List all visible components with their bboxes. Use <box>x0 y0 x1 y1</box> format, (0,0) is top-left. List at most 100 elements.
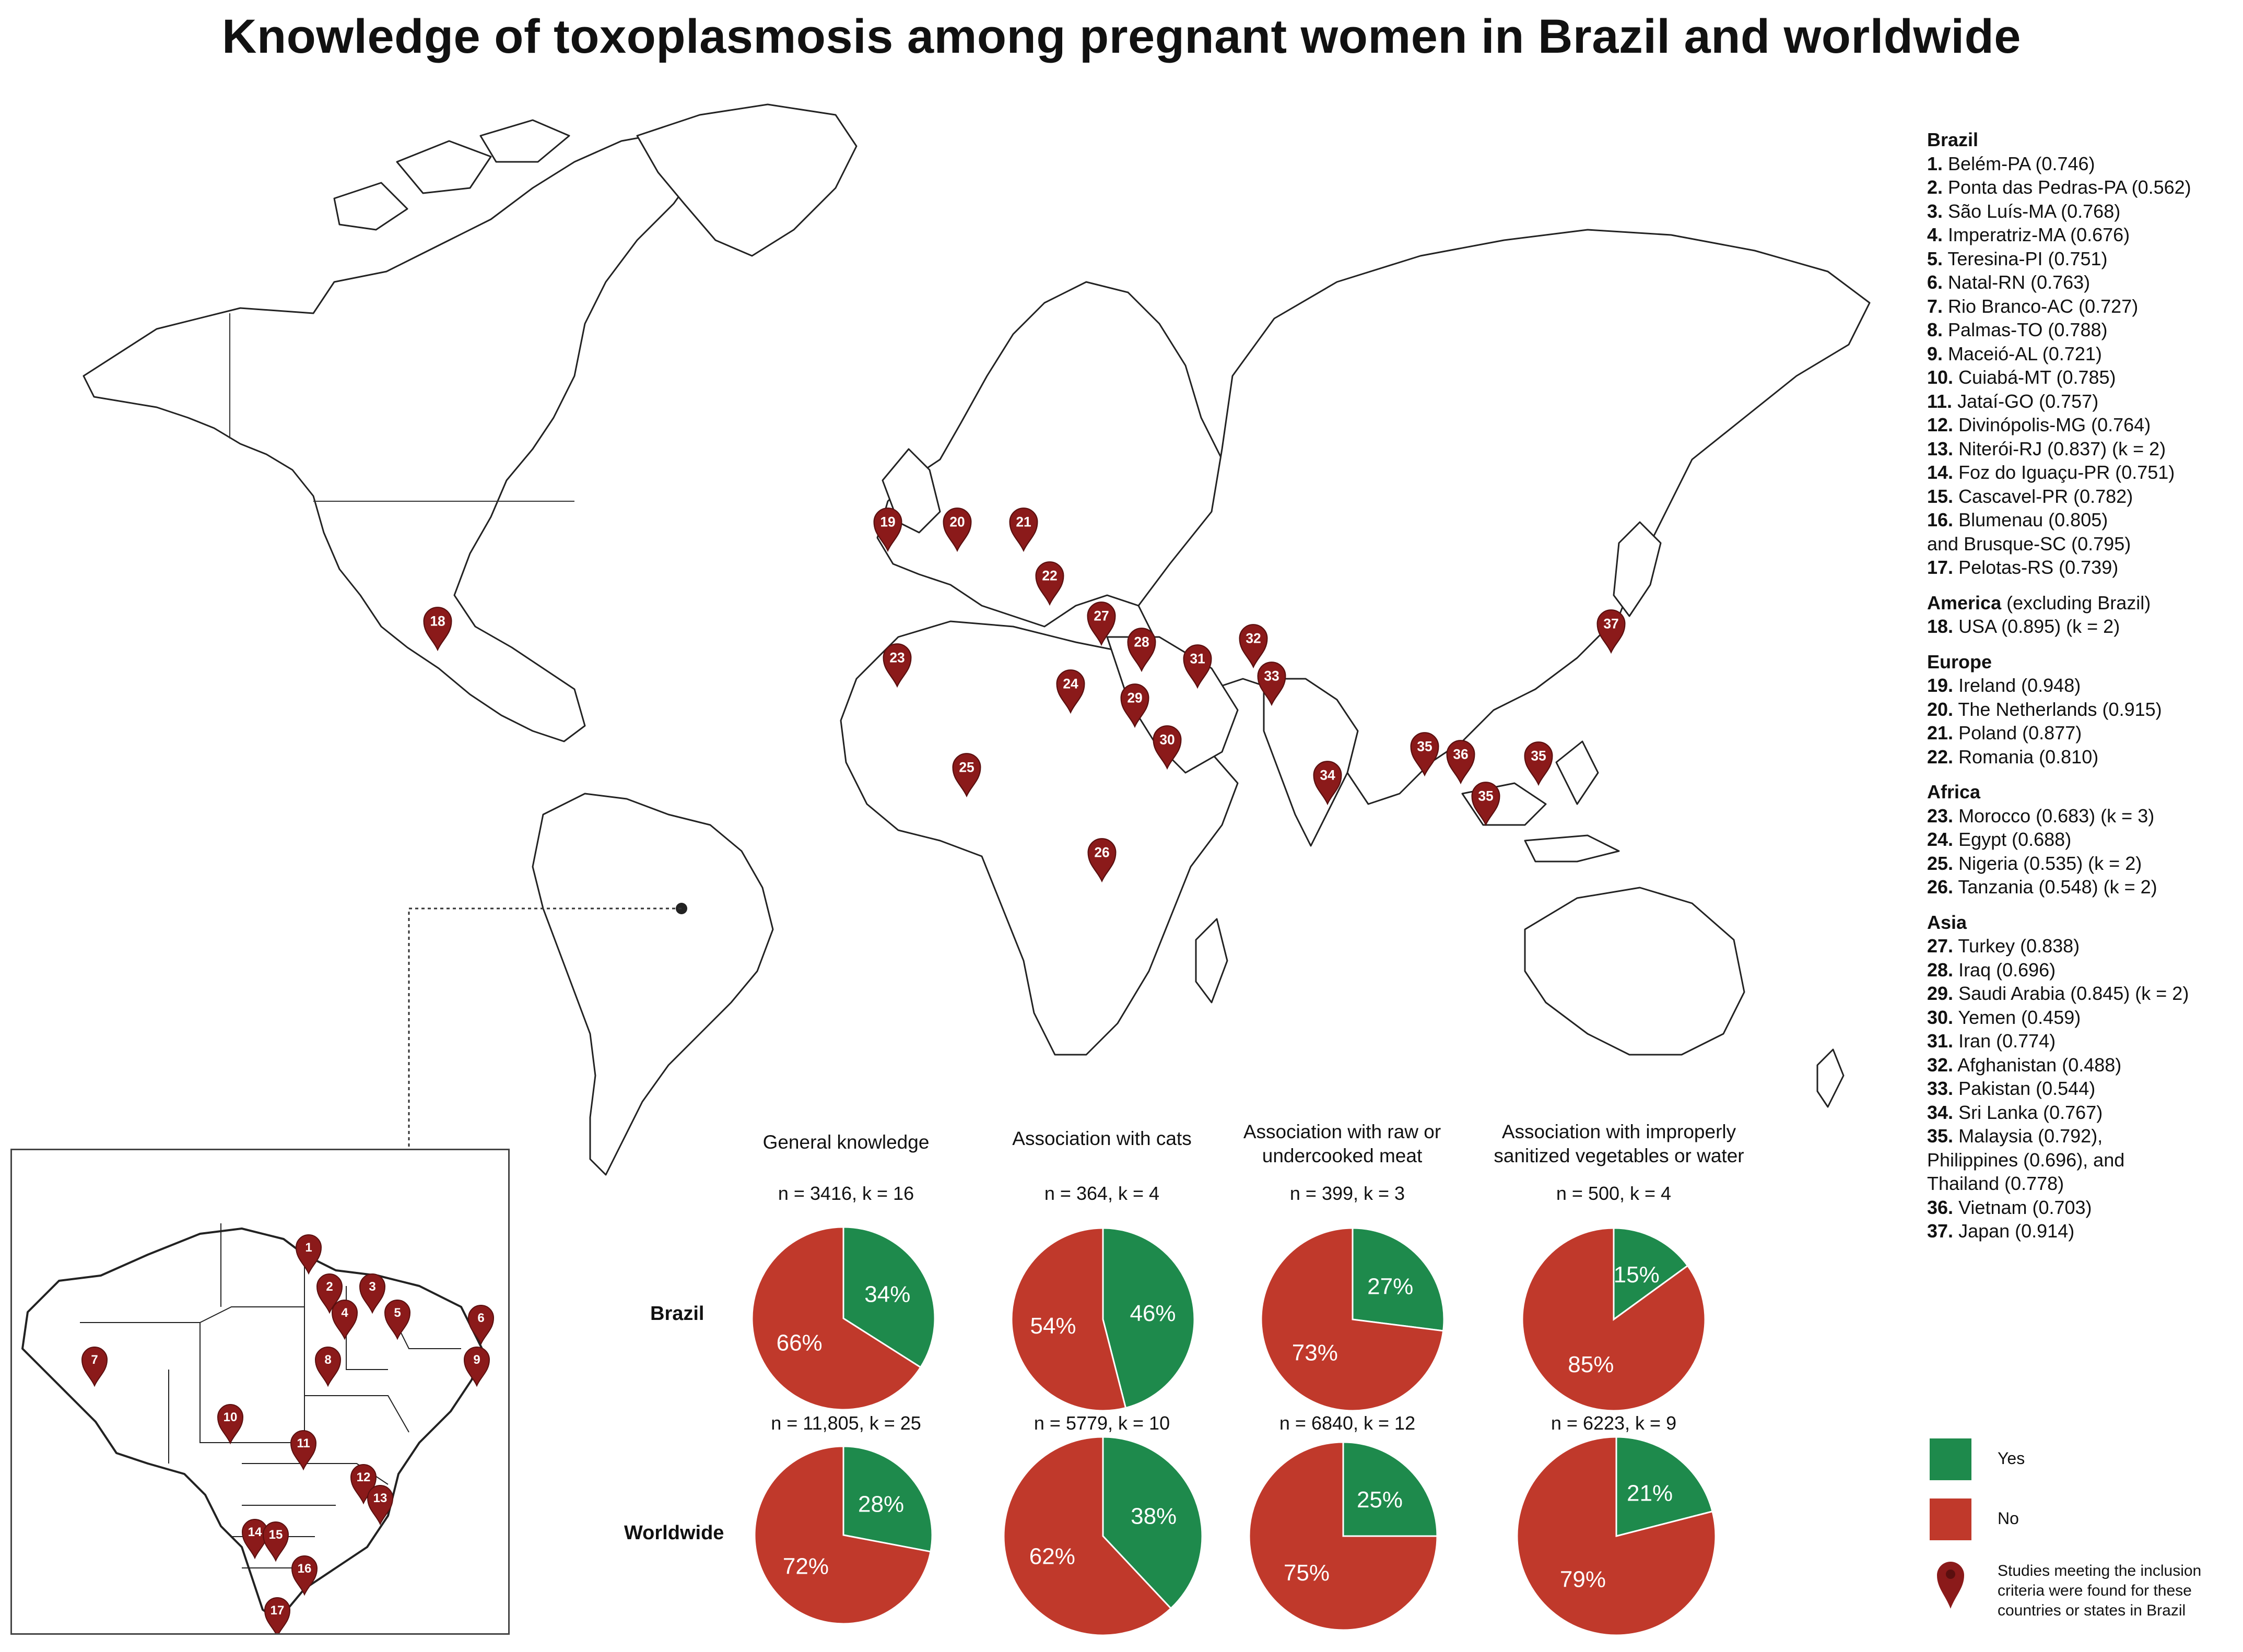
legend-item: 8. Palmas-TO (0.788) <box>1927 319 2108 340</box>
legend-item: 4. Imperatriz-MA (0.676) <box>1927 224 2130 245</box>
n-brazil-cats: n = 364, k = 4 <box>1044 1183 1160 1204</box>
pin-key-icon <box>1937 1562 1964 1609</box>
pin-number: 15 <box>269 1528 283 1542</box>
legend-item: 5. Teresina-PI (0.751) <box>1927 247 2108 269</box>
pin-number: 32 <box>1246 630 1261 646</box>
pin-number: 28 <box>1134 634 1149 650</box>
pie-label-yes: 38% <box>1131 1504 1177 1529</box>
pie-label-no: 72% <box>783 1554 829 1579</box>
pie-label-yes: 28% <box>858 1491 904 1517</box>
legend-group-brazil: Brazil 1. Belém-PA (0.746) 2. Ponta das Pe… <box>1927 128 2235 580</box>
world-pin-25: 25 <box>952 753 981 798</box>
pie-slice-no <box>1248 1441 1438 1631</box>
pie-title-cats: Association with cats <box>1012 1128 1192 1149</box>
pie-brazil-0: 34% 66% <box>751 1226 936 1411</box>
n-world-vegetables: n = 6223, k = 9 <box>1551 1412 1677 1434</box>
world-pin-28: 28 <box>1127 628 1156 672</box>
legend-group-heading: America (excluding Brazil) <box>1927 592 2151 613</box>
legend-item: Thailand (0.778) <box>1927 1173 2064 1194</box>
no-key-label: No <box>1998 1509 2019 1528</box>
world-pin-35: 35 <box>1410 732 1439 777</box>
japan-outline <box>1613 521 1662 617</box>
pie-title-general: General knowledge <box>762 1131 930 1153</box>
pin-number: 30 <box>1159 731 1175 747</box>
world-pin-21: 21 <box>1009 508 1038 552</box>
world-pin-26: 26 <box>1087 838 1117 883</box>
pin-number: 22 <box>1042 568 1057 583</box>
legend-item: 3. São Luís-MA (0.768) <box>1927 200 2121 222</box>
country-borders <box>229 313 574 502</box>
pin-number: 17 <box>271 1603 285 1618</box>
legend-item: 37. Japan (0.914) <box>1927 1220 2075 1242</box>
pin-key-label: Studies meeting the inclusion criteria w… <box>1998 1562 2202 1619</box>
pin-number: 16 <box>298 1562 312 1576</box>
pie-brazil-2: 27% 73% <box>1260 1227 1445 1412</box>
world-pin-33: 33 <box>1257 662 1286 706</box>
legend-item: 15. Cascavel-PR (0.782) <box>1927 485 2133 507</box>
pie-label-no: 79% <box>1560 1567 1606 1592</box>
legend-item: 18. USA (0.895) (k = 2) <box>1927 616 2120 637</box>
pin-number: 18 <box>430 613 445 629</box>
legend-item: 1. Belém-PA (0.746) <box>1927 152 2095 174</box>
pie-label-no: 73% <box>1292 1340 1338 1366</box>
legend-item: 23. Morocco (0.683) (k = 3) <box>1927 805 2155 827</box>
pin-number: 11 <box>297 1436 310 1450</box>
pin-number: 36 <box>1453 746 1468 762</box>
legend-item: 29. Saudi Arabia (0.845) (k = 2) <box>1927 983 2189 1004</box>
pin-number: 19 <box>880 514 895 529</box>
pie-slice-no <box>754 1445 932 1625</box>
pie-label-yes: 15% <box>1614 1262 1660 1288</box>
pin-number: 14 <box>248 1525 262 1539</box>
location-legend: Brazil 1. Belém-PA (0.746) 2. Ponta das Pe… <box>1927 128 2235 1255</box>
world-pin-23: 23 <box>883 643 912 688</box>
pie-slice-yes <box>1613 1227 1689 1321</box>
world-pin-34: 34 <box>1313 761 1342 806</box>
pie-slice-no <box>1011 1227 1127 1412</box>
pie-label-no: 66% <box>777 1330 823 1355</box>
pie-title-meat: Association with raw or undercooked meat <box>1243 1121 1441 1166</box>
legend-item: 30. Yemen (0.459) <box>1927 1006 2081 1028</box>
world-pin-20: 20 <box>943 508 972 552</box>
pie-slice-no <box>1003 1436 1172 1636</box>
pin-number: 27 <box>1094 608 1109 623</box>
pie-label-yes: 46% <box>1130 1301 1176 1326</box>
legend-item: 34. Sri Lanka (0.767) <box>1927 1101 2103 1123</box>
pin-number: 24 <box>1063 676 1078 691</box>
pie-slice-yes <box>1615 1436 1713 1537</box>
pie-slice-yes <box>1102 1227 1195 1409</box>
world-pin-32: 32 <box>1239 624 1268 669</box>
pin-number: 1 <box>305 1241 312 1255</box>
pin-number: 9 <box>473 1353 480 1367</box>
pie-worldwide-0: 28% 72% <box>754 1445 933 1625</box>
pin-number: 2 <box>326 1280 333 1294</box>
legend-item: 7. Rio Branco-AC (0.727) <box>1927 295 2139 317</box>
legend-item: 17. Pelotas-RS (0.739) <box>1927 557 2119 578</box>
legend-item: and Brusque-SC (0.795) <box>1927 533 2131 554</box>
n-world-cats: n = 5779, k = 10 <box>1034 1412 1170 1434</box>
pin-number: 33 <box>1264 668 1279 683</box>
world-pin-36: 36 <box>1446 740 1475 785</box>
brazil-pin-12: 12 <box>350 1464 377 1505</box>
pie-slice-yes <box>1342 1441 1438 1537</box>
legend-item: 31. Iran (0.774) <box>1927 1030 2056 1052</box>
pie-brazil-1: 46% 54% <box>1011 1227 1195 1412</box>
pin-number: 29 <box>1127 690 1142 705</box>
africa-outline <box>840 620 1239 1056</box>
legend-item: 11. Jataí-GO (0.757) <box>1927 390 2099 412</box>
legend-item: Philippines (0.696), and <box>1927 1149 2125 1171</box>
pie-worldwide-1: 38% 62% <box>1003 1436 1203 1636</box>
legend-item: 13. Niterói-RJ (0.837) (k = 2) <box>1927 438 2166 459</box>
brazil-pin-11: 11 <box>290 1430 317 1471</box>
legend-item: 9. Maceió-AL (0.721) <box>1927 343 2102 364</box>
n-world-meat: n = 6840, k = 12 <box>1279 1412 1416 1434</box>
brazil-pin-17: 17 <box>264 1597 291 1633</box>
legend-group-america: America (excluding Brazil) 18. USA (0.895… <box>1927 591 2235 639</box>
legend-item: 19. Ireland (0.948) <box>1927 675 2081 696</box>
southeast-asia-islands-outline <box>1461 740 1620 863</box>
india-outline <box>1263 678 1359 847</box>
legend-group-heading: Africa <box>1927 781 1981 803</box>
pie-worldwide-3: 21% 79% <box>1516 1436 1717 1636</box>
pie-slice-yes <box>842 1445 933 1553</box>
world-pin-29: 29 <box>1120 683 1149 728</box>
